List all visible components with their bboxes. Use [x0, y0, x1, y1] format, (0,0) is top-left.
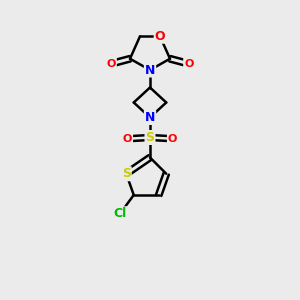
Text: O: O: [184, 59, 194, 69]
Text: N: N: [145, 64, 155, 76]
Text: O: O: [155, 30, 165, 43]
Text: N: N: [145, 111, 155, 124]
Text: Cl: Cl: [113, 207, 127, 220]
Text: O: O: [168, 134, 177, 144]
Text: S: S: [122, 167, 131, 180]
Text: O: O: [106, 59, 116, 69]
Text: S: S: [146, 131, 154, 144]
Text: O: O: [123, 134, 132, 144]
